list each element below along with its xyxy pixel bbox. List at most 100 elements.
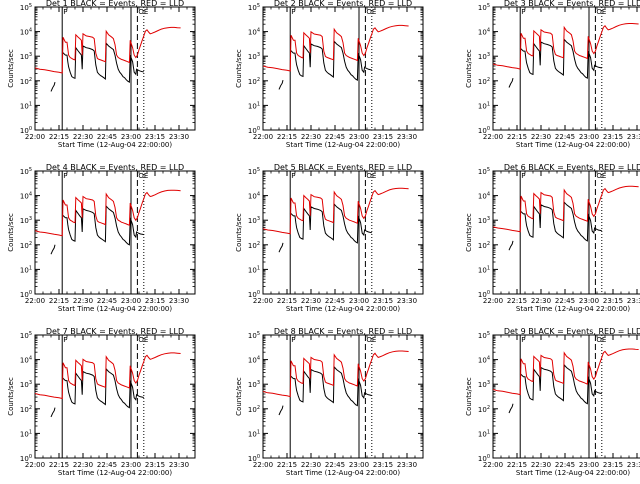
panel-det-6: Det 6 BLACK = Events, RED = LLD 100 101 102… <box>465 163 640 313</box>
x-tick-label: 23:30 <box>397 133 417 141</box>
x-tick-label: 22:30 <box>301 461 321 469</box>
x-tick-label: 23:15 <box>373 297 393 305</box>
series-line-events <box>50 244 56 255</box>
x-tick-label: 23:30 <box>627 461 640 469</box>
marker-label: OE <box>596 8 606 16</box>
x-tick-label: 23:30 <box>169 133 189 141</box>
series-line-lld <box>35 189 181 237</box>
series-line-events <box>519 38 602 79</box>
y-tick-label: 103 <box>478 52 490 61</box>
x-tick-label: 23:30 <box>169 297 189 305</box>
marker-label: OE <box>596 172 606 180</box>
plot-frame <box>34 170 196 295</box>
x-tick-label: 22:00 <box>253 297 273 305</box>
y-axis-label: Counts/sec <box>465 377 473 416</box>
y-tick-label: 101 <box>248 429 260 438</box>
y-tick-label: 102 <box>478 77 490 86</box>
x-tick-label: 23:00 <box>349 133 369 141</box>
series-line-lld <box>35 26 181 74</box>
panel-title: Det 6 BLACK = Events, RED = LLD <box>504 163 640 172</box>
y-tick-label: 100 <box>478 126 490 135</box>
series-line-lld <box>35 352 181 400</box>
marker-label: P <box>291 336 295 344</box>
y-tick-label: 104 <box>478 192 490 201</box>
series-line-lld <box>493 23 639 70</box>
y-tick-label: 105 <box>20 331 32 340</box>
x-tick-label: 23:00 <box>121 297 141 305</box>
panel-title: Det 3 BLACK = Events, RED = LLD <box>504 0 640 8</box>
x-tick-label: 23:00 <box>349 461 369 469</box>
panel-det-7: Det 7 BLACK = Events, RED = LLD 100 101 102… <box>7 327 196 477</box>
series-line-events <box>508 240 514 251</box>
x-axis-label: Start Time (12-Aug-04 22:00:00) <box>516 141 630 149</box>
series-line-events <box>278 79 284 90</box>
y-tick-label: 102 <box>20 77 32 86</box>
x-tick-label: 23:30 <box>627 133 640 141</box>
plot-frame <box>492 170 640 295</box>
y-tick-label: 102 <box>248 241 260 250</box>
x-tick-label: 23:15 <box>603 133 623 141</box>
panel-title: Det 1 BLACK = Events, RED = LLD <box>46 0 184 8</box>
plot-frame <box>262 334 424 459</box>
marker-label: P <box>63 172 67 180</box>
panel-det-9: Det 9 BLACK = Events, RED = LLD 100 101 102… <box>465 327 640 477</box>
x-tick-label: 22:15 <box>277 297 297 305</box>
x-tick-label: 22:30 <box>301 133 321 141</box>
x-tick-label: 22:15 <box>49 461 69 469</box>
marker-label: OE <box>366 336 376 344</box>
x-tick-label: 22:45 <box>555 461 575 469</box>
marker-label: OE <box>138 172 148 180</box>
series-line-events <box>519 363 602 405</box>
y-tick-label: 100 <box>20 454 32 463</box>
series-line-events <box>50 407 56 418</box>
x-tick-label: 23:00 <box>121 133 141 141</box>
x-axis-label: Start Time (12-Aug-04 22:00:00) <box>516 469 630 477</box>
y-tick-label: 100 <box>248 454 260 463</box>
x-tick-label: 22:45 <box>97 297 117 305</box>
x-tick-label: 22:00 <box>483 297 503 305</box>
y-tick-label: 103 <box>20 52 32 61</box>
panel-title: Det 2 BLACK = Events, RED = LLD <box>274 0 412 8</box>
x-tick-label: 23:30 <box>397 461 417 469</box>
marker-label: OE <box>366 8 376 16</box>
plot-frame <box>262 170 424 295</box>
y-axis-label: Counts/sec <box>235 377 243 416</box>
series-line-events <box>508 403 514 414</box>
x-tick-label: 23:15 <box>373 133 393 141</box>
y-tick-label: 101 <box>20 265 32 274</box>
x-tick-label: 22:45 <box>555 297 575 305</box>
series-line-events <box>289 365 372 407</box>
marker-label: P <box>521 172 525 180</box>
x-tick-label: 22:15 <box>277 133 297 141</box>
x-tick-label: 22:00 <box>483 461 503 469</box>
series-line-events <box>61 204 144 246</box>
x-tick-label: 22:30 <box>73 297 93 305</box>
y-tick-label: 104 <box>478 28 490 37</box>
y-tick-label: 100 <box>248 290 260 299</box>
x-tick-label: 22:30 <box>73 133 93 141</box>
series-line-lld <box>493 348 639 396</box>
x-axis-label: Start Time (12-Aug-04 22:00:00) <box>58 469 172 477</box>
y-tick-label: 105 <box>478 331 490 340</box>
x-tick-label: 22:00 <box>25 133 45 141</box>
marker-label: OE <box>596 336 606 344</box>
x-tick-label: 22:45 <box>555 133 575 141</box>
series-line-events <box>508 77 514 88</box>
marker-label: P <box>63 336 67 344</box>
x-tick-label: 22:30 <box>73 461 93 469</box>
y-tick-label: 100 <box>478 290 490 299</box>
y-tick-label: 103 <box>248 52 260 61</box>
y-tick-label: 105 <box>20 167 32 176</box>
marker-label: OE <box>138 8 148 16</box>
x-tick-label: 22:15 <box>507 461 527 469</box>
y-axis-label: Counts/sec <box>465 213 473 252</box>
y-tick-label: 105 <box>478 167 490 176</box>
y-tick-label: 104 <box>20 356 32 365</box>
plot-frame <box>34 334 196 459</box>
y-tick-label: 101 <box>248 101 260 110</box>
plot-frame <box>492 334 640 459</box>
y-tick-label: 104 <box>248 28 260 37</box>
y-tick-label: 100 <box>478 454 490 463</box>
